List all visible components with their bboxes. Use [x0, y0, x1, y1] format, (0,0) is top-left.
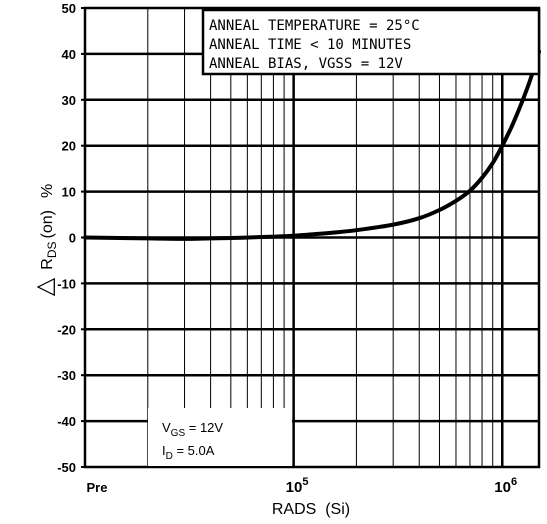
conditions-box: VGS = 12V ID = 5.0A — [148, 408, 292, 466]
vgs-subscript: GS — [171, 428, 186, 439]
series-layer — [83, 49, 541, 241]
id-value: = 5.0A — [173, 443, 215, 458]
vgs-symbol: V — [162, 420, 171, 435]
id-symbol: I — [162, 443, 166, 458]
y-tick-label: -30 — [57, 368, 76, 383]
y-tick-label: 50 — [62, 1, 76, 16]
x-tick-exponent: 6 — [511, 476, 517, 488]
vgs-condition: VGS = 12V — [162, 420, 223, 439]
y-tick-label: -10 — [57, 276, 76, 291]
y-tick-label: -50 — [57, 460, 76, 475]
delta-symbol: △ — [31, 277, 58, 296]
y-tick-label: 40 — [62, 47, 76, 62]
y-axis-title: △ RDS (on)% — [31, 184, 59, 296]
vgs-value: = 12V — [185, 420, 223, 435]
y-tick-label: 0 — [69, 231, 76, 246]
y-tick-label: -40 — [57, 414, 76, 429]
y-tick-label: -20 — [57, 322, 76, 337]
ylabel-subscript: DS — [45, 241, 59, 258]
x-tick-exponent: 5 — [302, 476, 308, 488]
annotation-frame — [201, 8, 541, 76]
x-axis-title: RADS (Si) — [272, 501, 350, 518]
grid — [81, 7, 539, 468]
x-tick-base: 10 — [494, 479, 511, 496]
y-tick-label: 30 — [62, 93, 76, 108]
annotation-line-1: ANNEAL TEMPERATURE = 25°C — [209, 18, 420, 34]
y-tick-labels: 50 40 30 20 10 0 -10 -20 -30 -40 -50 — [57, 1, 76, 475]
annotation-box: ANNEAL TEMPERATURE = 25°C ANNEAL TIME < … — [201, 8, 541, 76]
conditions-background — [148, 408, 292, 466]
series-line — [83, 49, 541, 241]
x-tick-label: Pre — [87, 480, 108, 495]
y-tick-label: 10 — [62, 185, 76, 200]
ylabel-unit: % — [39, 184, 56, 198]
id-subscript: D — [166, 451, 173, 462]
annotation-line-3: ANNEAL BIAS, VGSS = 12V — [209, 56, 403, 72]
ylabel-main: R — [39, 258, 56, 270]
y-tick-label: 20 — [62, 139, 76, 154]
plot-frame — [83, 6, 541, 469]
x-tick-label: 106 — [494, 476, 517, 496]
y-axis-title-text: △ RDS (on)% — [31, 184, 59, 296]
x-tick-base: 10 — [286, 479, 303, 496]
x-tick-labels: Pre 105 106 — [87, 476, 518, 496]
annotation-line-2: ANNEAL TIME < 10 MINUTES — [209, 37, 411, 53]
x-tick-label: 105 — [286, 476, 309, 496]
id-condition: ID = 5.0A — [162, 443, 215, 462]
ylabel-suffix: (on) — [39, 210, 56, 238]
